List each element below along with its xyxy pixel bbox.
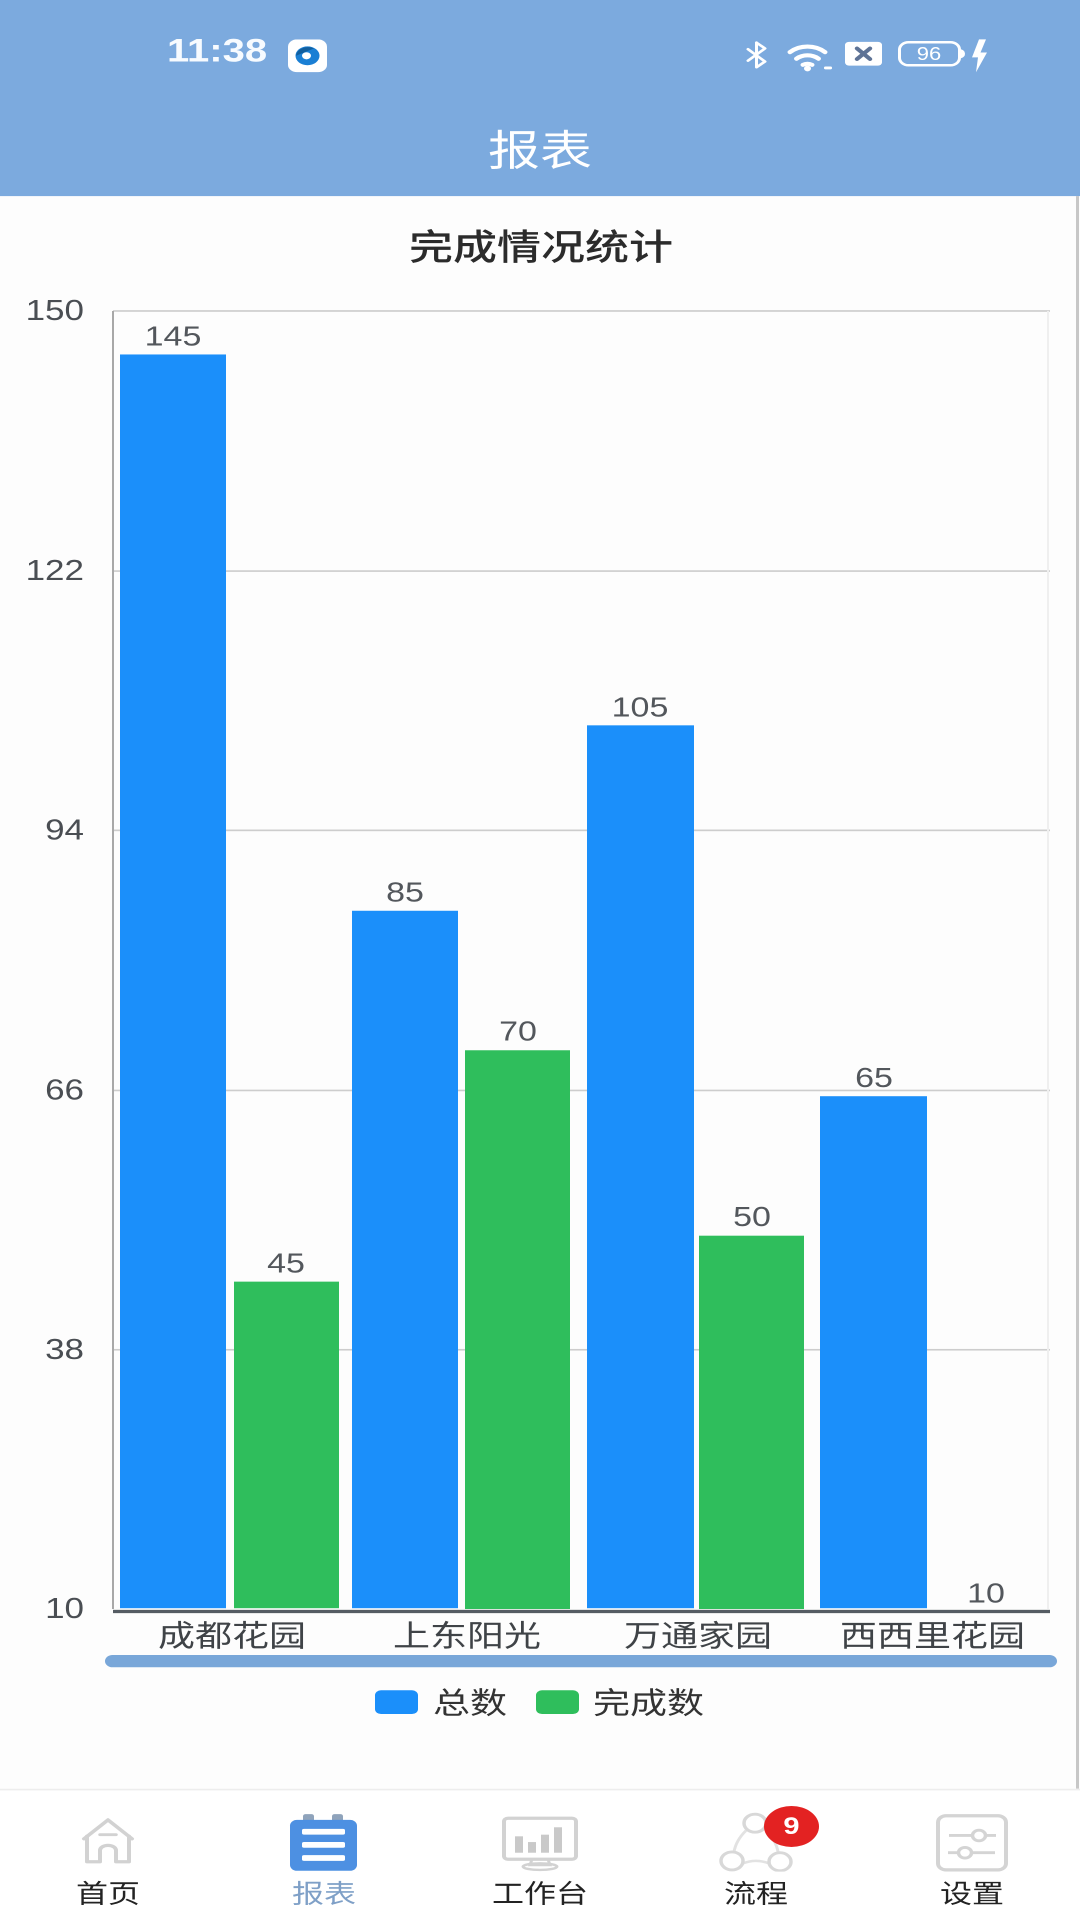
svg-text:96: 96 xyxy=(917,45,941,65)
